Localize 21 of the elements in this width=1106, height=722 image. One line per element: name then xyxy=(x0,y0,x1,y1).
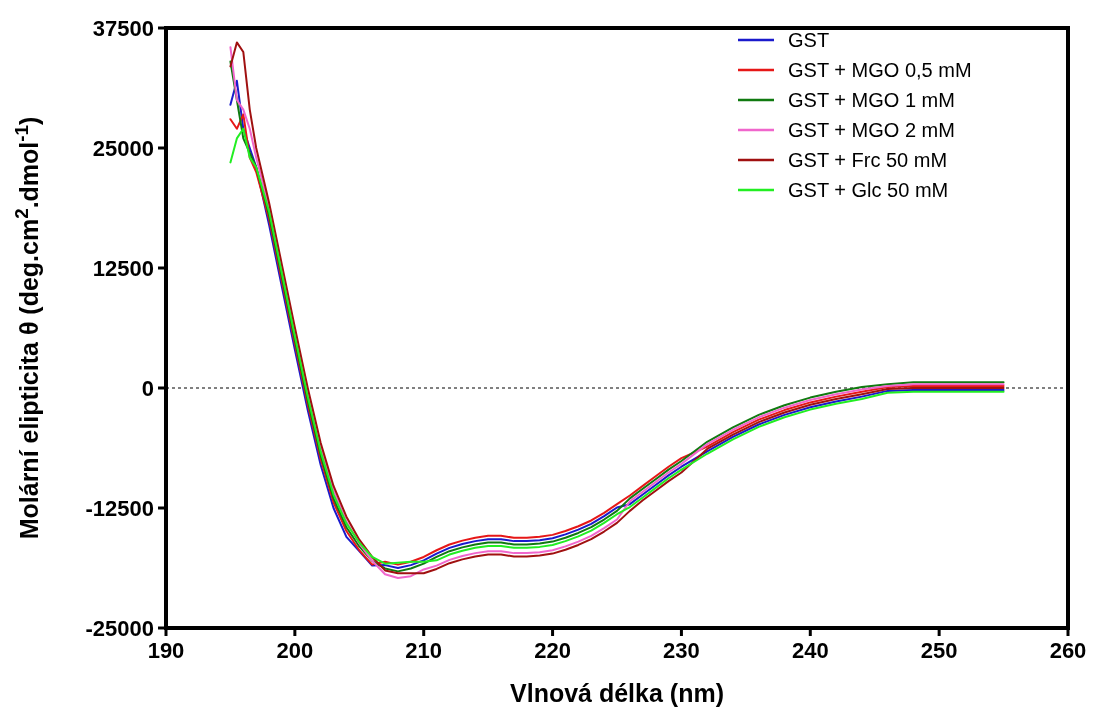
x-axis-title: Vlnová délka (nm) xyxy=(510,679,724,707)
x-tick-label: 190 xyxy=(147,638,185,663)
legend-label: GST + Frc 50 mM xyxy=(788,149,948,171)
legend-label: GST + Glc 50 mM xyxy=(788,179,949,201)
x-tick-label: 250 xyxy=(920,638,958,663)
y-tick-label: -25000 xyxy=(85,616,154,641)
y-tick-label: -12500 xyxy=(85,496,154,521)
x-tick-label: 220 xyxy=(534,638,571,663)
x-tick-label: 230 xyxy=(663,638,700,663)
legend-label: GST + MGO 2 mM xyxy=(788,119,955,141)
x-tick-label: 210 xyxy=(405,638,443,663)
legend-label: GST xyxy=(788,29,830,51)
y-tick-label: 37500 xyxy=(92,16,154,41)
x-tick-label: 200 xyxy=(276,638,314,663)
x-tick-label: 240 xyxy=(791,638,829,663)
y-tick-label: 0 xyxy=(141,376,154,401)
legend-label: GST + MGO 1 mM xyxy=(788,89,955,111)
y-tick-label: 25000 xyxy=(92,136,154,161)
legend-label: GST + MGO 0,5 mM xyxy=(788,59,972,81)
y-tick-label: 12500 xyxy=(92,256,154,281)
x-tick-label: 260 xyxy=(1049,638,1087,663)
